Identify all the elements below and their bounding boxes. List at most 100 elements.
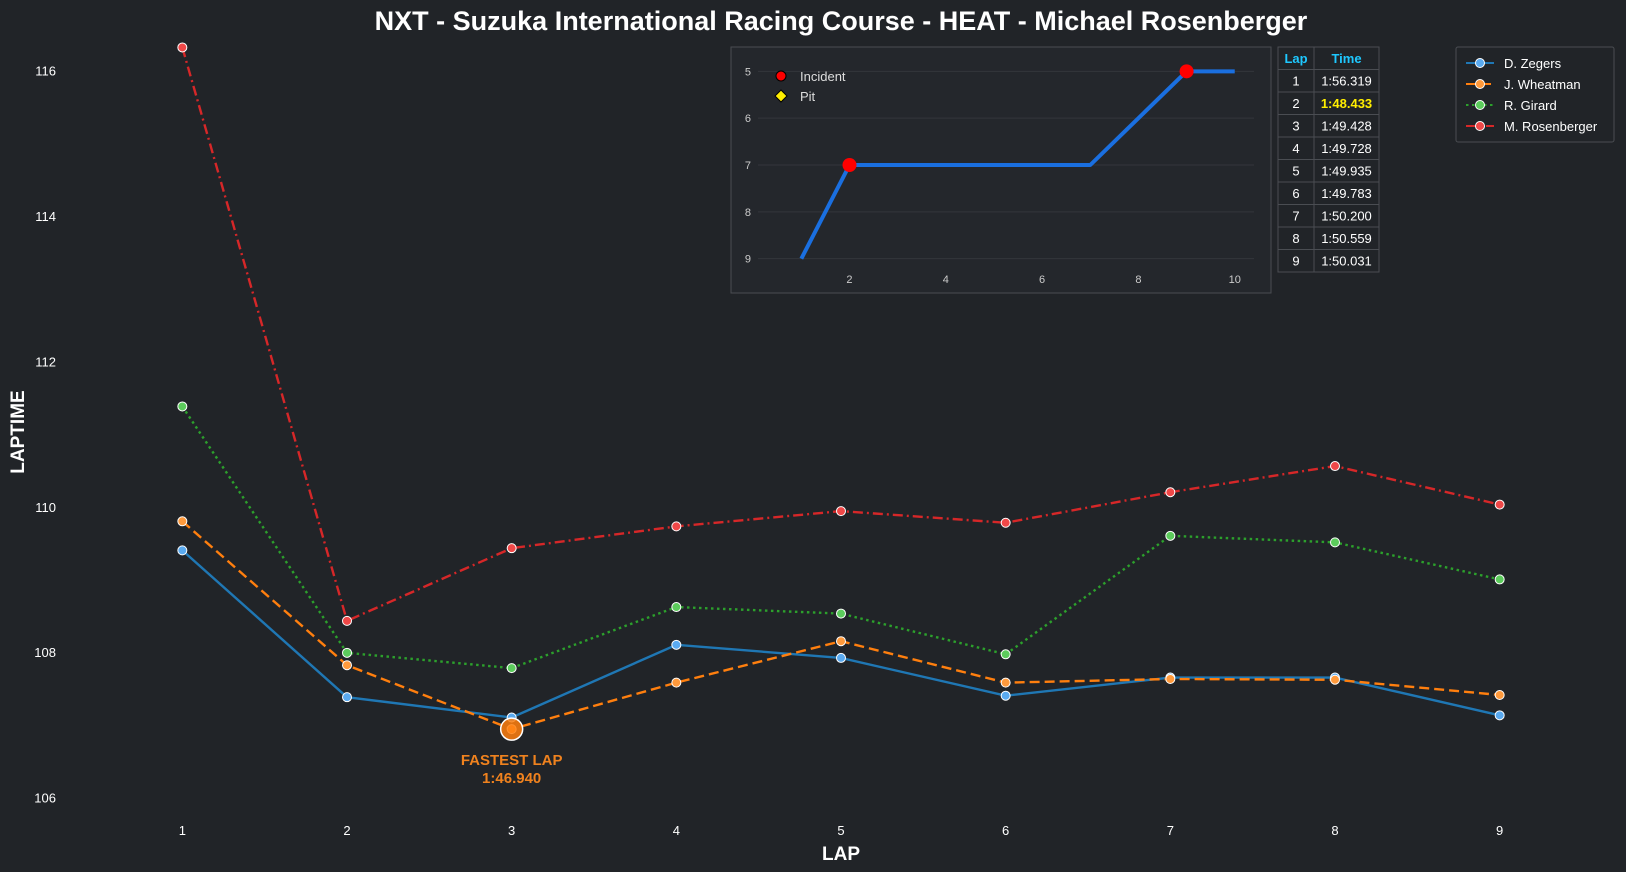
incident-marker: [1179, 64, 1194, 79]
legend-swatch-marker: [1475, 58, 1485, 68]
data-point: [836, 506, 846, 517]
incident-marker: [842, 158, 857, 172]
lap-time: 1:56.319: [1321, 74, 1372, 89]
legend-frame: [1455, 46, 1615, 143]
y-tick-label: 110: [35, 500, 56, 515]
x-tick-label: 8: [1331, 823, 1338, 838]
data-point: [1494, 574, 1505, 585]
fastest-lap-time: 1:46.940: [482, 770, 541, 787]
fastest-lap-label: FASTEST LAP: [461, 752, 563, 769]
series-j-wheatman: [177, 516, 1505, 735]
inset-frame: [730, 46, 1272, 294]
table-cell: [1313, 249, 1380, 273]
table-row: 9 1:50.031: [1277, 249, 1380, 273]
inset-plot: 5 6 7 8 9 2 4 6 8 10: [745, 64, 1254, 286]
data-point: [1330, 674, 1340, 685]
inset-x-tick-label: 2: [846, 274, 852, 286]
inset-y-tick-label: 6: [745, 113, 751, 125]
y-tick-label: 112: [35, 354, 56, 369]
lap-number: 8: [1292, 231, 1299, 246]
data-point: [1494, 689, 1505, 700]
series-r-girard: [177, 401, 1505, 674]
legend-label: J. Wheatman: [1504, 77, 1581, 92]
data-point: [671, 602, 682, 613]
lap-time: 1:49.935: [1321, 164, 1372, 179]
x-tick-label: 6: [1002, 823, 1009, 838]
legend-label: M. Rosenberger: [1504, 119, 1598, 134]
table-row: 8 1:50.559: [1277, 226, 1380, 250]
lap-number: 5: [1292, 164, 1299, 179]
fastest-lap-marker: [499, 717, 524, 741]
lap-time: 1:48.433: [1321, 96, 1372, 111]
inset-x-tick-label: 8: [1135, 274, 1141, 286]
data-point: [506, 663, 517, 674]
data-point: [1000, 690, 1011, 701]
data-point: [342, 615, 352, 626]
table-row: 3 1:49.428: [1277, 114, 1380, 138]
lap-time: 1:50.031: [1321, 254, 1372, 269]
data-point: [1494, 499, 1505, 510]
data-point: [1165, 530, 1176, 541]
legend-entry: R. Girard: [1466, 98, 1557, 113]
y-tick-label: 106: [34, 790, 56, 805]
data-point: [1165, 487, 1176, 498]
lap-number: 3: [1292, 119, 1299, 134]
data-point: [1000, 517, 1011, 528]
legend-entry: M. Rosenberger: [1466, 119, 1598, 134]
pit-legend-marker: [774, 89, 788, 103]
data-point: [1000, 649, 1011, 660]
data-point: [836, 652, 846, 663]
table-header-label: Time: [1331, 51, 1361, 66]
data-point: [1330, 537, 1340, 548]
data-point: [836, 636, 846, 647]
lap-number: 4: [1292, 141, 1299, 156]
x-tick-label: 2: [343, 823, 350, 838]
data-point: [342, 660, 352, 671]
lap-number: 7: [1292, 209, 1299, 224]
x-tick-label: 7: [1167, 823, 1174, 838]
inset-x-tick-label: 6: [1039, 274, 1045, 286]
lap-time: 1:50.200: [1321, 209, 1372, 224]
y-tick-label: 114: [35, 209, 56, 224]
x-tick-label: 4: [673, 823, 680, 838]
legend-label: R. Girard: [1504, 98, 1557, 113]
legend-swatch-marker: [1475, 121, 1485, 131]
lap-time: 1:49.428: [1321, 119, 1372, 134]
legend-swatch-marker: [1475, 100, 1485, 110]
data-point: [1165, 674, 1176, 685]
y-tick-label: 108: [34, 645, 56, 660]
inset-x-tick-label: 10: [1229, 274, 1241, 286]
position-inset: 5 6 7 8 9 2 4 6 8 10 Incident Pit: [730, 46, 1272, 294]
lap-number: 9: [1292, 254, 1299, 269]
x-tick-label: 9: [1496, 823, 1503, 838]
pit-legend-label: Pit: [800, 89, 816, 104]
data-point: [177, 516, 188, 527]
incident-legend-marker: [775, 70, 787, 82]
y-axis-label: LAPTIME: [8, 390, 29, 473]
lap-time: 1:50.559: [1321, 231, 1372, 246]
legend-swatch-marker: [1475, 79, 1485, 89]
inset-legend: Incident Pit: [774, 69, 846, 104]
series-m-rosenberger: [177, 42, 1505, 626]
data-point: [671, 639, 682, 650]
x-tick-label: 1: [179, 823, 186, 838]
inset-y-tick-label: 8: [745, 207, 751, 219]
data-point: [1494, 710, 1505, 721]
data-point: [506, 543, 517, 554]
position-line: [799, 69, 1235, 260]
inset-y-tick-label: 9: [745, 254, 751, 266]
data-point: [1330, 461, 1340, 472]
data-point: [177, 545, 188, 556]
incident-legend-label: Incident: [800, 69, 846, 84]
data-point: [836, 608, 846, 619]
lap-time: 1:49.728: [1321, 141, 1372, 156]
lap-number: 2: [1292, 96, 1299, 111]
data-point: [342, 647, 352, 658]
chart-title: NXT - Suzuka International Racing Course…: [375, 6, 1308, 36]
data-point: [671, 521, 682, 532]
legend-label: D. Zegers: [1504, 56, 1562, 71]
legend-entry: J. Wheatman: [1466, 77, 1581, 92]
inset-y-tick-label: 7: [745, 160, 751, 172]
